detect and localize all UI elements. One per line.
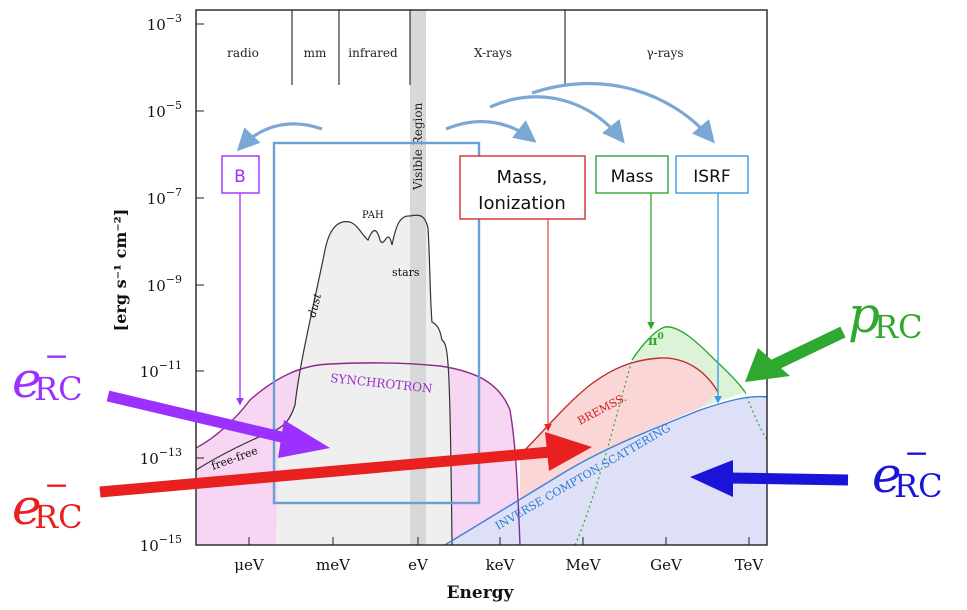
svg-text:RC: RC xyxy=(34,498,83,536)
y-tick-label: 10−3 xyxy=(147,12,182,34)
band-infrared: infrared xyxy=(348,46,398,60)
red-e-arrow-shaft xyxy=(99,446,551,498)
purple-e-rc-symbol: e RC − xyxy=(12,339,83,409)
red-e-arrow-head xyxy=(545,432,592,471)
x-axis-label: Energy xyxy=(447,583,515,603)
pion-dotted-tail xyxy=(574,359,633,545)
band-radio: radio xyxy=(227,46,259,60)
x-tick-label: keV xyxy=(486,556,516,574)
svg-text:e: e xyxy=(12,478,42,536)
red-e-rc-symbol: e RC − xyxy=(12,468,83,536)
y-tick-label: 10−9 xyxy=(147,273,182,295)
dust-label: dust xyxy=(305,291,324,318)
pi0-label: π0 xyxy=(648,332,664,349)
mass-ionization-line1: Mass, xyxy=(496,167,547,188)
y-tick-label: 10−7 xyxy=(147,186,182,208)
band-xrays: X-rays xyxy=(474,46,512,60)
x-tick-label: eV xyxy=(408,556,429,574)
pah-label: PAH xyxy=(362,210,384,221)
y-tick-label: 10−11 xyxy=(140,359,182,381)
green-p-arrow-shaft xyxy=(769,326,846,372)
svg-text:−: − xyxy=(44,339,69,374)
green-p-arrow-head xyxy=(745,348,790,382)
dust-box xyxy=(272,141,481,505)
svg-text:RC: RC xyxy=(874,308,923,346)
x-tick-label: μeV xyxy=(234,556,265,574)
x-tick-label: TeV xyxy=(735,556,765,574)
y-tick-label: 10−5 xyxy=(147,99,182,121)
curved-arrow-to-mass-ion xyxy=(445,120,537,143)
visible-region-label: Visible Region xyxy=(411,102,425,191)
blue-e-rc-symbol: e RC − xyxy=(872,436,943,505)
y-axis-label: [erg s⁻¹ cm⁻²] xyxy=(111,209,130,332)
curved-arrow-to-mass xyxy=(489,95,625,144)
bremsstrahlung-region xyxy=(520,357,718,500)
y-tick-label: 10−15 xyxy=(140,533,182,555)
dust-curve xyxy=(196,214,453,545)
band-gamma: γ-rays xyxy=(646,46,683,60)
x-tick-label: MeV xyxy=(565,556,601,574)
curved-arrow-to-isrf xyxy=(531,81,715,144)
purple-e-arrow-head xyxy=(278,420,330,458)
y-axis: 10−3 10−5 10−7 10−9 10−11 10−13 10−15 [e… xyxy=(111,12,204,555)
y-tick-label: 10−13 xyxy=(140,446,182,468)
synchrotron-curve xyxy=(196,362,521,545)
mass-label: Mass xyxy=(611,167,654,187)
blue-e-arrow-head xyxy=(690,460,733,497)
isrf-label: ISRF xyxy=(693,167,730,187)
svg-text:RC: RC xyxy=(894,467,943,505)
mass-box xyxy=(595,155,669,194)
x-tick-label: GeV xyxy=(650,556,683,574)
curved-arrow-to-b xyxy=(236,122,323,152)
inverse-compton-curve xyxy=(444,395,767,545)
b-field-label: B xyxy=(234,167,246,187)
x-tick-label: meV xyxy=(316,556,351,574)
isrf-box xyxy=(675,155,749,194)
mass-ionization-box xyxy=(459,155,586,220)
svg-text:−: − xyxy=(44,468,69,503)
svg-text:RC: RC xyxy=(34,370,83,408)
b-field-box xyxy=(221,155,260,194)
svg-text:e: e xyxy=(872,446,902,504)
pion-decay-curve xyxy=(631,326,746,393)
svg-text:e: e xyxy=(12,351,42,409)
plot-frame xyxy=(195,9,768,546)
blue-e-arrow-shaft xyxy=(729,472,849,486)
x-axis: μeV meV eV keV MeV GeV TeV Energy xyxy=(234,537,764,603)
inverse-compton-region xyxy=(445,396,767,545)
green-p-rc-symbol: p RC xyxy=(848,286,923,346)
mass-ionization-line2: Ionization xyxy=(478,193,566,214)
purple-e-arrow-shaft xyxy=(106,390,292,445)
stars-label: stars xyxy=(392,266,420,279)
svg-text:−: − xyxy=(904,436,929,471)
band-mm: mm xyxy=(304,46,327,60)
svg-text:p: p xyxy=(848,286,880,344)
bremsstrahlung-curve xyxy=(519,357,719,456)
curved-arrows xyxy=(236,81,715,152)
band-dividers xyxy=(291,10,566,85)
